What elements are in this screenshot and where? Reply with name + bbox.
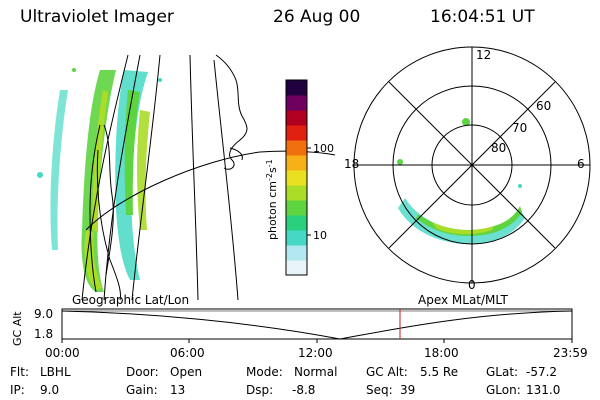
ip-value: 9.0: [40, 383, 60, 397]
geographic-label: Geographic Lat/Lon: [72, 293, 190, 307]
polar-lat-80: 80: [491, 141, 506, 155]
polar-label-6: 6: [577, 157, 585, 171]
dsp-value: -8.8: [292, 383, 316, 397]
lat-lon-grid: [81, 54, 336, 301]
colorbar-frame: [285, 79, 308, 276]
colorbar-label-100: 100: [313, 142, 334, 155]
apex-label: Apex MLat/MLT: [418, 293, 508, 307]
date-label: 26 Aug 00: [273, 7, 361, 27]
dsp-label: Dsp:: [246, 383, 274, 397]
glat-label: GLat:: [486, 365, 519, 379]
filter-value: LBHL: [40, 365, 71, 379]
colorbar-segment: [286, 185, 307, 201]
colorbar-segment: [286, 110, 307, 126]
glat-value: -57.2: [526, 365, 558, 379]
polar-label-0: 0: [468, 278, 476, 292]
colorbar-segment: [286, 260, 307, 276]
seq-value: 39: [400, 383, 416, 397]
geographic-map: [37, 54, 336, 301]
timeline-tick-2: 12:00: [298, 346, 333, 360]
glon-label: GLon:: [486, 383, 521, 397]
polar-label-12: 12: [476, 48, 491, 62]
colorbar-segment: [286, 155, 307, 171]
colorbar-segment: [286, 245, 307, 261]
colorbar-label-10: 10: [313, 229, 327, 242]
gain-label: Gain:: [126, 383, 158, 397]
glon-value: 131.0: [526, 383, 561, 397]
timeline-tick-0: 00:00: [45, 346, 80, 360]
polar-label-18: 18: [344, 157, 359, 171]
colorbar-segment: [286, 230, 307, 246]
seq-label: Seq:: [366, 383, 393, 397]
colorbar-segment: [286, 200, 307, 216]
door-label: Door:: [126, 365, 159, 379]
filter-label: Flt:: [10, 365, 29, 379]
polar-lat-60: 60: [536, 99, 551, 113]
polar-plot: [353, 46, 591, 284]
door-value: Open: [170, 365, 203, 379]
colorbar-segment: [286, 95, 307, 111]
time-label: 16:04:51 UT: [430, 7, 535, 27]
orbit-timeline: [61, 308, 573, 343]
gain-value: 13: [170, 383, 186, 397]
timeline-y-bottom: 1.8: [34, 327, 54, 341]
ip-label: IP:: [10, 383, 25, 397]
timeline-tick-4: 23:59: [553, 346, 588, 360]
colorbar-segment: [286, 215, 307, 231]
aurora-emission-polar: [397, 118, 525, 244]
polar-lat-70: 70: [512, 121, 527, 135]
timeline-y-top: 9.0: [34, 307, 54, 321]
mode-label: Mode:: [246, 365, 283, 379]
colorbar-segment: [286, 80, 307, 96]
colorbar-segment: [286, 140, 307, 156]
timeline-axis-label: GC Alt: [11, 311, 24, 346]
colorbar: [286, 80, 307, 276]
timeline-tick-1: 06:00: [170, 346, 205, 360]
polar-grid: [353, 46, 591, 284]
mode-value: Normal: [294, 365, 338, 379]
timeline-tick-3: 18:00: [424, 346, 459, 360]
gc-alt-value: 5.5 Re: [420, 365, 459, 379]
gc-alt-label: GC Alt:: [366, 365, 408, 379]
instrument-title: Ultraviolet Imager: [20, 7, 174, 27]
colorbar-segment: [286, 170, 307, 186]
colorbar-segment: [286, 125, 307, 141]
coastline: [89, 54, 248, 293]
colorbar-unit-label: photon cm-2s-1: [265, 159, 279, 240]
